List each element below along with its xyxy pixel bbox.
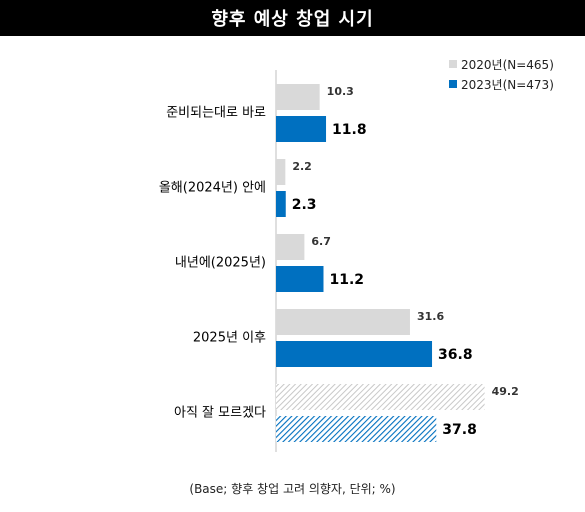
bar-2020 bbox=[276, 159, 286, 185]
data-label-2023: 11.2 bbox=[329, 272, 364, 288]
data-label-2020: 2.2 bbox=[292, 160, 312, 173]
legend-label-2020: 2020년(N=465) bbox=[461, 57, 554, 72]
data-label-2020: 31.6 bbox=[417, 310, 444, 323]
bar-2020 bbox=[276, 234, 305, 260]
data-label-2023: 37.8 bbox=[442, 422, 477, 438]
data-label-2023: 11.8 bbox=[332, 122, 367, 138]
data-label-2020: 49.2 bbox=[492, 385, 519, 398]
category-label: 준비되는대로 바로 bbox=[166, 106, 266, 121]
legend-swatch-2023 bbox=[449, 80, 457, 88]
chart-title: 향후 예상 창업 시기 bbox=[0, 0, 585, 36]
base-note: (Base; 향후 창업 고려 의향자, 단위; %) bbox=[189, 482, 396, 496]
bar-2023 bbox=[276, 341, 433, 367]
data-label-2020: 6.7 bbox=[311, 235, 331, 248]
bar-2020 bbox=[276, 384, 485, 410]
category-label: 2025년 이후 bbox=[193, 331, 266, 346]
legend-item-2020: 2020년(N=465) bbox=[449, 54, 554, 74]
data-label-2020: 10.3 bbox=[327, 85, 354, 98]
bar-2020 bbox=[276, 309, 410, 335]
bar-2023 bbox=[276, 116, 327, 142]
bar-2023 bbox=[276, 191, 286, 217]
bar-2023 bbox=[276, 416, 437, 442]
bar-chart: 준비되는대로 바로 10.3 11.8 올해(2024년) 안에 2.2 2.3 내년에(2… bbox=[159, 70, 519, 452]
bar-2023 bbox=[276, 266, 324, 292]
data-label-2023: 36.8 bbox=[438, 347, 473, 363]
legend: 2020년(N=465) 2023년(N=473) bbox=[449, 54, 554, 94]
category-label: 내년에(2025년) bbox=[175, 256, 266, 271]
data-label-2023: 2.3 bbox=[292, 197, 317, 213]
legend-label-2023: 2023년(N=473) bbox=[461, 77, 554, 92]
bar-2020 bbox=[276, 84, 320, 110]
category-label: 올해(2024년) 안에 bbox=[159, 181, 266, 196]
category-label: 아직 잘 모르겠다 bbox=[174, 406, 266, 421]
legend-item-2023: 2023년(N=473) bbox=[449, 74, 554, 94]
legend-swatch-2020 bbox=[449, 60, 457, 68]
